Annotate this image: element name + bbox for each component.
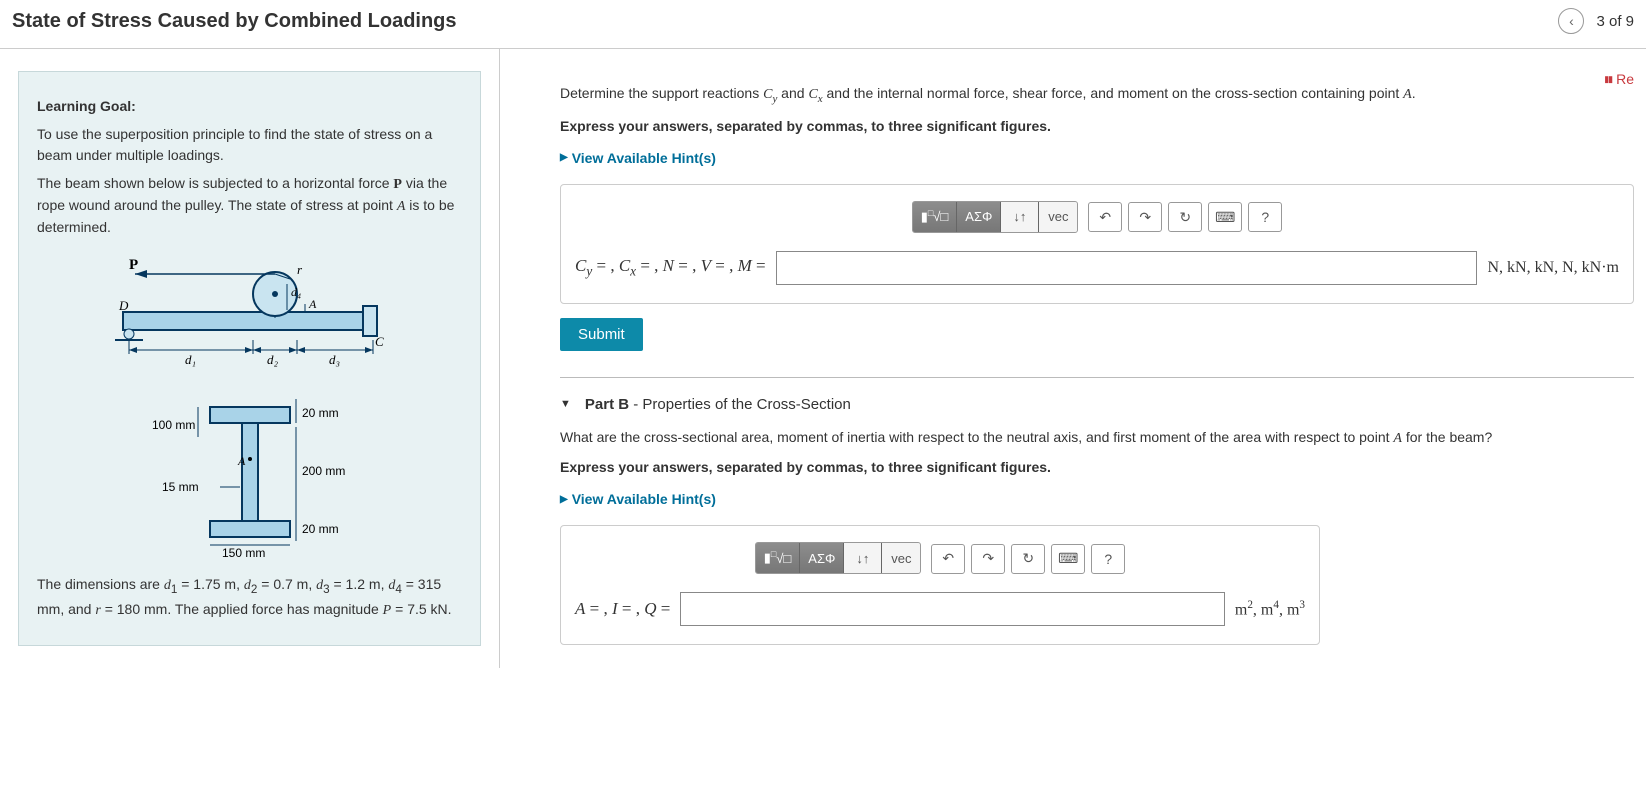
svg-text:r: r <box>297 262 303 277</box>
caret-down-icon: ▼ <box>560 398 571 410</box>
beam-diagram: P r d₄ A D C <box>105 254 395 374</box>
redo-button[interactable]: ↷ <box>1128 202 1162 232</box>
part-b-answer-block: ▮□√□ ΑΣΦ ↓↑ vec ↶ ↷ ↻ ⌨ ? A = , I = , Q … <box>560 525 1320 645</box>
help-button[interactable]: ? <box>1248 202 1282 232</box>
svg-text:D: D <box>118 298 129 313</box>
part-a-instruct: Express your answers, separated by comma… <box>560 118 1634 134</box>
svg-text:A: A <box>308 297 317 311</box>
part-a-hints-toggle[interactable]: View Available Hint(s) <box>560 150 716 166</box>
learning-goal-heading: Learning Goal: <box>37 98 136 114</box>
reset-button[interactable]: ↻ <box>1168 202 1202 232</box>
help-button-b[interactable]: ? <box>1091 544 1125 574</box>
svg-text:C: C <box>375 334 384 349</box>
page-title: State of Stress Caused by Combined Loadi… <box>12 10 457 33</box>
part-b-units: m2, m4, m3 <box>1235 599 1305 619</box>
equation-toolbar-b: ▮□√□ ΑΣΦ ↓↑ vec <box>755 542 922 574</box>
vec-button[interactable]: vec <box>1039 202 1077 232</box>
svg-text:d₂: d₂ <box>267 352 279 367</box>
redo-button-b[interactable]: ↷ <box>971 544 1005 574</box>
prev-page-button[interactable]: ‹ <box>1558 8 1584 34</box>
svg-text:d₃: d₃ <box>329 352 340 367</box>
undo-button-b[interactable]: ↶ <box>931 544 965 574</box>
part-b-var-labels: A = , I = , Q = <box>575 599 670 619</box>
svg-text:20 mm: 20 mm <box>302 406 339 420</box>
review-link[interactable]: Re <box>1604 71 1634 87</box>
dimensions-text: The dimensions are d1 = 1.75 m, d2 = 0.7… <box>37 574 462 621</box>
reset-button-b[interactable]: ↻ <box>1011 544 1045 574</box>
undo-button[interactable]: ↶ <box>1088 202 1122 232</box>
section-diagram: A 20 mm 100 mm 200 mm 15 mm 2 <box>140 387 360 557</box>
part-b-prompt: What are the cross-sectional area, momen… <box>560 427 1634 450</box>
part-b-hints-toggle[interactable]: View Available Hint(s) <box>560 491 716 507</box>
learning-goal-p2: The beam shown below is subjected to a h… <box>37 173 462 238</box>
keyboard-button[interactable]: ⌨ <box>1208 202 1242 232</box>
greek-button[interactable]: ΑΣΦ <box>957 202 1001 232</box>
part-b-header[interactable]: ▼ Part B - Properties of the Cross-Secti… <box>560 396 1634 413</box>
svg-text:P: P <box>129 257 138 273</box>
templates-button[interactable]: ▮□√□ <box>913 202 958 232</box>
vec-button-b[interactable]: vec <box>882 543 920 573</box>
keyboard-button-b[interactable]: ⌨ <box>1051 544 1085 574</box>
svg-text:100 mm: 100 mm <box>152 418 195 432</box>
pager-text: 3 of 9 <box>1596 13 1634 30</box>
greek-button-b[interactable]: ΑΣΦ <box>800 543 844 573</box>
svg-text:d₄: d₄ <box>291 285 301 299</box>
part-b-instruct: Express your answers, separated by comma… <box>560 459 1634 475</box>
part-a-submit-button[interactable]: Submit <box>560 318 643 351</box>
part-a-units: N, kN, kN, N, kN·m <box>1487 259 1619 277</box>
learning-goal-p1: To use the superposition principle to fi… <box>37 124 462 165</box>
svg-text:150 mm: 150 mm <box>222 546 265 557</box>
divider <box>560 377 1634 378</box>
part-b-answer-input[interactable] <box>680 592 1224 626</box>
svg-text:A: A <box>237 454 246 468</box>
part-a-var-labels: Cy = , Cx = , N = , V = , M = <box>575 256 766 279</box>
svg-text:20 mm: 20 mm <box>302 522 339 536</box>
templates-button-b[interactable]: ▮□√□ <box>756 543 801 573</box>
part-a-answer-input[interactable] <box>776 251 1478 285</box>
svg-text:15 mm: 15 mm <box>162 480 199 494</box>
part-a-answer-block: ▮□√□ ΑΣΦ ↓↑ vec ↶ ↷ ↻ ⌨ ? Cy = , Cx = , … <box>560 184 1634 304</box>
subscript-button[interactable]: ↓↑ <box>1001 202 1039 232</box>
equation-toolbar: ▮□√□ ΑΣΦ ↓↑ vec <box>912 201 1079 233</box>
svg-text:200 mm: 200 mm <box>302 464 345 478</box>
svg-text:d₁: d₁ <box>185 352 196 367</box>
learning-goal-box: Learning Goal: To use the superposition … <box>18 71 481 646</box>
part-a-prompt: Determine the support reactions Cy and C… <box>560 83 1634 108</box>
subscript-button-b[interactable]: ↓↑ <box>844 543 882 573</box>
